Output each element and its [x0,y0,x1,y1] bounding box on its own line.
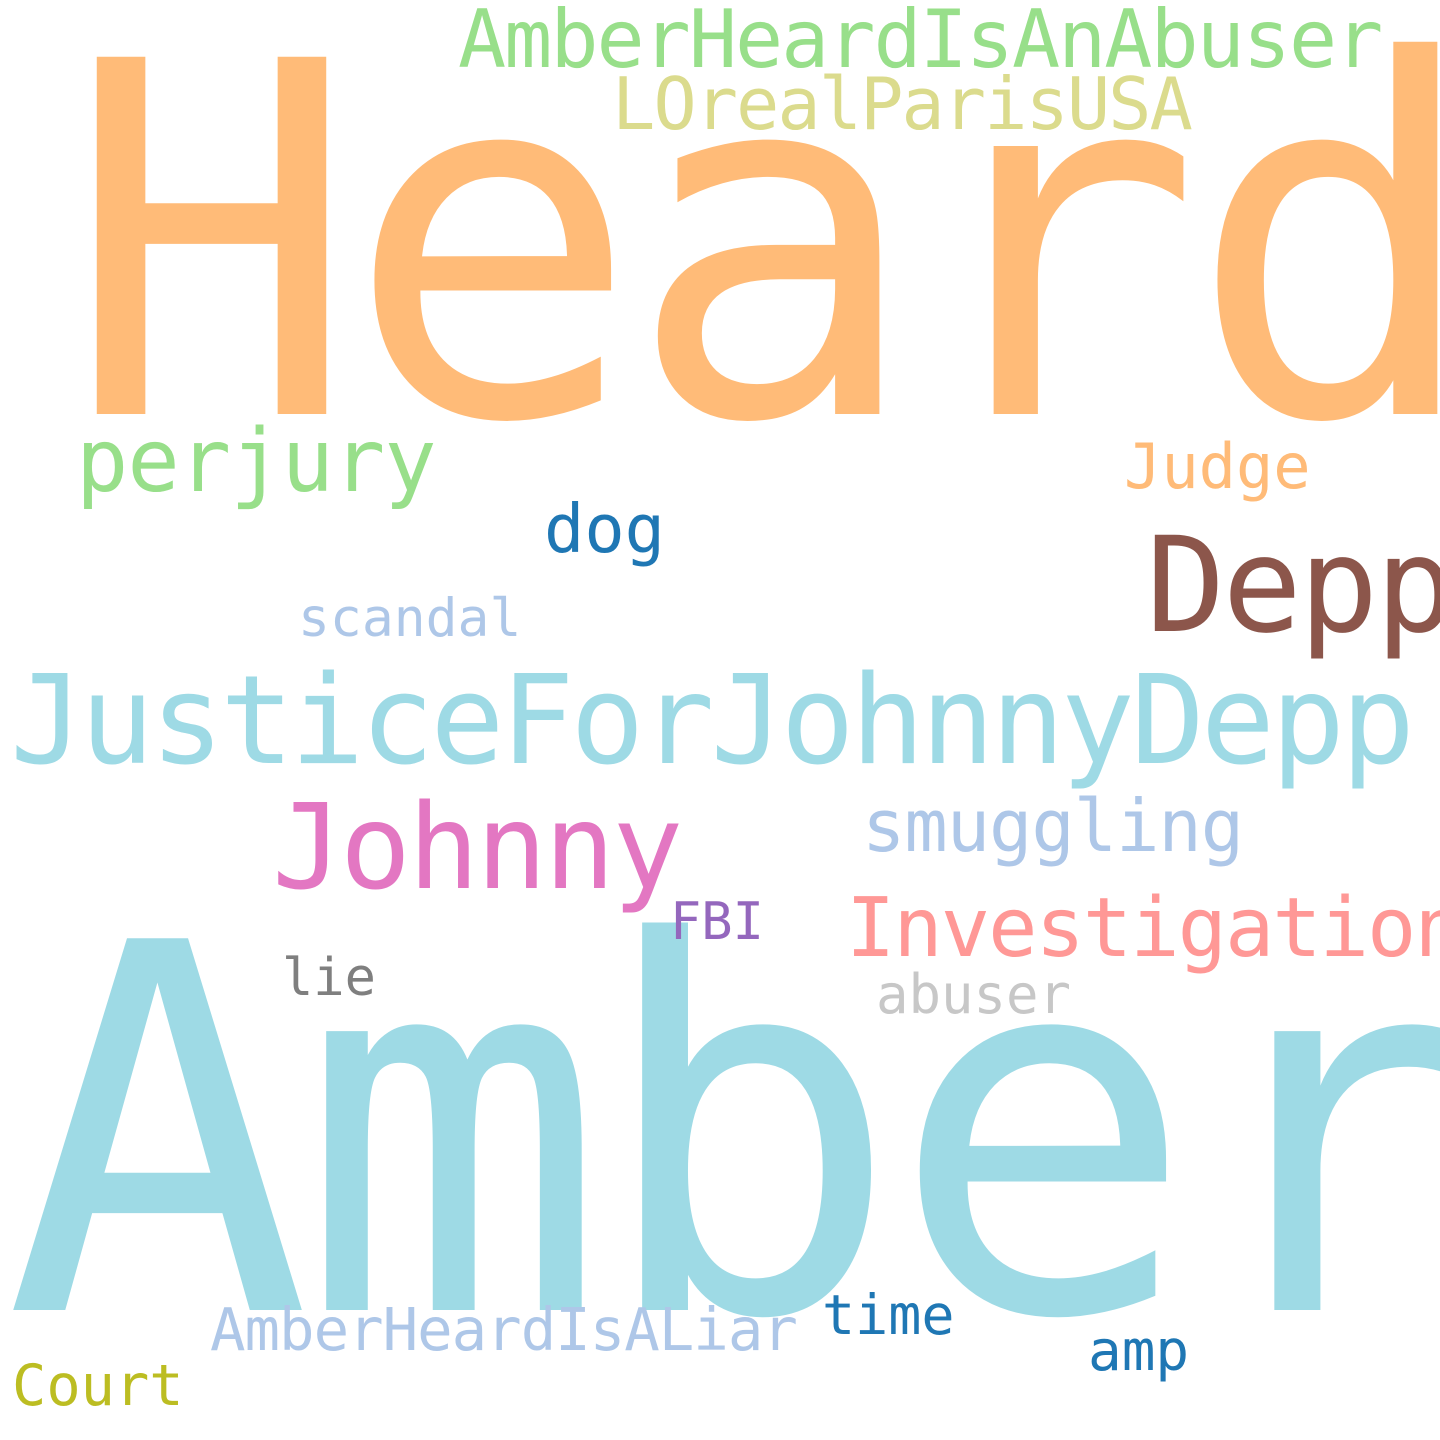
word-depp: Depp [1146,509,1440,663]
word-scandal: scandal [298,588,522,649]
word-heard: Heard [64,0,1440,530]
word-dog: dog [544,490,666,568]
word-amber: Amber [4,838,1440,1431]
word-johnny: Johnny [272,778,683,916]
word-perjury: perjury [76,410,437,512]
word-lorealparisusa: LOrealParisUSA [612,62,1193,146]
word-court: Court [12,1353,184,1419]
word-smuggling: smuggling [862,784,1244,868]
word-lie: lie [282,948,376,1008]
word-abuser: abuser [876,963,1072,1026]
word-judge: Judge [1124,430,1311,503]
word-amberheard-is-an-abuser: AmberHeardIsAnAbuser [458,0,1383,86]
word-fbi: FBI [670,892,764,952]
word-investigation: Investigation [846,881,1440,976]
word-justicefor-johnnydepp: JusticeForJohnnyDepp [10,650,1415,793]
word-time: time [822,1283,955,1347]
word-amp: amp [1088,1319,1190,1384]
word-amberheard-is-a-liar: AmberHeardIsALiar [210,1295,798,1364]
